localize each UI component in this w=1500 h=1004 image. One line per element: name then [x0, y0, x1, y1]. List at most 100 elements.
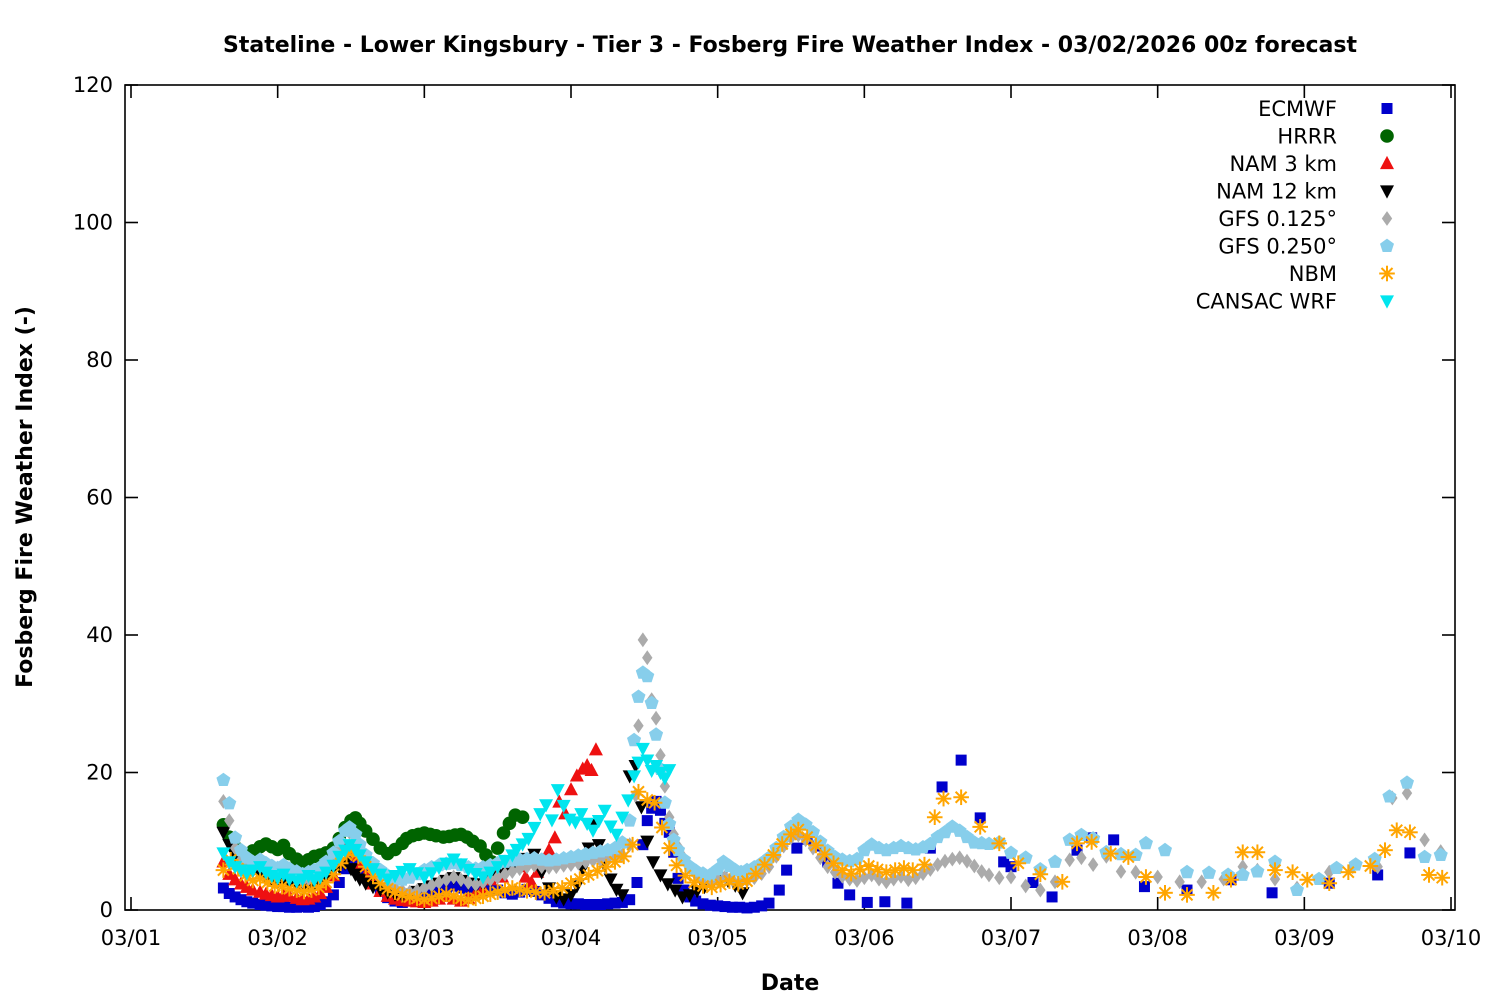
data-point [586, 824, 601, 838]
data-point [602, 898, 614, 910]
data-point [228, 830, 243, 844]
legend-label: GFS 0.250° [1218, 235, 1337, 259]
data-point [352, 873, 367, 887]
data-point [646, 802, 658, 814]
data-point [1005, 869, 1017, 885]
x-tick-label: 03/02 [247, 926, 308, 950]
data-point [1266, 887, 1278, 899]
data-point [320, 896, 332, 908]
data-point [615, 889, 630, 903]
data-point [455, 872, 467, 888]
plot-frame: 03/01 03/02 03/03 03/04 03/05 03/06 03/07 03/08… [73, 73, 1481, 950]
data-point [1064, 852, 1075, 868]
data-point [904, 862, 921, 878]
series-nbm [215, 783, 1451, 908]
data-point [655, 747, 666, 763]
data-point [1158, 842, 1172, 857]
data-point [756, 856, 773, 873]
data-point [463, 875, 474, 890]
data-point [1087, 857, 1099, 873]
data-point [603, 820, 618, 834]
data-point [260, 899, 272, 911]
x-axis-label: Date [761, 971, 820, 996]
data-point [773, 884, 785, 896]
data-point [568, 816, 583, 830]
data-point [653, 869, 668, 883]
data-point [657, 795, 672, 809]
data-point [1120, 849, 1137, 865]
data-point [607, 854, 623, 870]
data-point [448, 880, 460, 892]
legend-item-nbm: NBM [1289, 262, 1395, 286]
data-point [859, 870, 870, 886]
data-point [1250, 864, 1265, 878]
legend-item-cansac-wrf: CANSAC WRF [1196, 290, 1394, 314]
data-point [640, 754, 655, 768]
data-point [901, 897, 913, 909]
data-point [1004, 845, 1018, 859]
data-point [327, 889, 339, 901]
data-point [903, 872, 914, 888]
data-point [974, 812, 986, 824]
data-point [542, 842, 557, 856]
data-point [763, 897, 775, 909]
x-tick-label: 03/05 [687, 926, 748, 950]
legend-item-nam-12-km: NAM 12 km [1216, 180, 1394, 204]
legend-label: HRRR [1277, 125, 1337, 149]
data-point [215, 862, 232, 878]
data-point [417, 871, 432, 885]
data-point [1115, 864, 1127, 879]
data-point [668, 884, 683, 898]
y-tick-label: 60 [86, 486, 113, 510]
data-point [514, 861, 525, 877]
data-point [654, 804, 666, 816]
data-point [1032, 866, 1049, 883]
data-point [677, 867, 694, 884]
data-point [1234, 844, 1251, 861]
y-tick-label: 80 [86, 348, 113, 372]
data-point [781, 864, 793, 876]
data-point [439, 857, 454, 871]
data-point [1377, 842, 1393, 858]
legend-marker-icon [1381, 211, 1393, 226]
data-point [1152, 869, 1163, 885]
data-point [663, 826, 675, 838]
data-point [953, 789, 969, 806]
data-point [719, 901, 731, 913]
data-point [228, 861, 243, 875]
data-point [1069, 835, 1085, 852]
data-point [860, 858, 877, 874]
data-point [235, 894, 247, 906]
data-point [1401, 785, 1413, 801]
y-tick-label: 100 [73, 211, 113, 235]
data-point [712, 900, 724, 912]
data-point [1372, 869, 1384, 881]
data-point [641, 815, 653, 827]
data-point [650, 710, 662, 726]
data-point [642, 650, 653, 666]
legend-label: NAM 12 km [1216, 180, 1337, 204]
data-point [1268, 854, 1282, 868]
data-point [544, 814, 559, 828]
data-point [229, 891, 241, 903]
data-point [879, 896, 891, 908]
x-tick-label: 03/01 [101, 926, 162, 950]
data-point [402, 863, 417, 877]
data-point [1400, 775, 1414, 789]
data-point [1205, 885, 1222, 901]
data-point [1433, 847, 1448, 861]
data-point [1179, 887, 1195, 903]
data-point [247, 897, 259, 909]
data-point [961, 853, 973, 869]
data-point [939, 853, 951, 869]
data-point [649, 727, 664, 741]
data-point [254, 899, 266, 910]
data-point [991, 835, 1008, 852]
data-point [291, 901, 303, 913]
data-point [765, 847, 782, 863]
data-point [624, 836, 641, 853]
data-point [1108, 834, 1120, 846]
x-tick-label: 03/09 [1274, 926, 1335, 950]
legend-marker-icon [1380, 129, 1394, 143]
data-point [1180, 864, 1194, 879]
